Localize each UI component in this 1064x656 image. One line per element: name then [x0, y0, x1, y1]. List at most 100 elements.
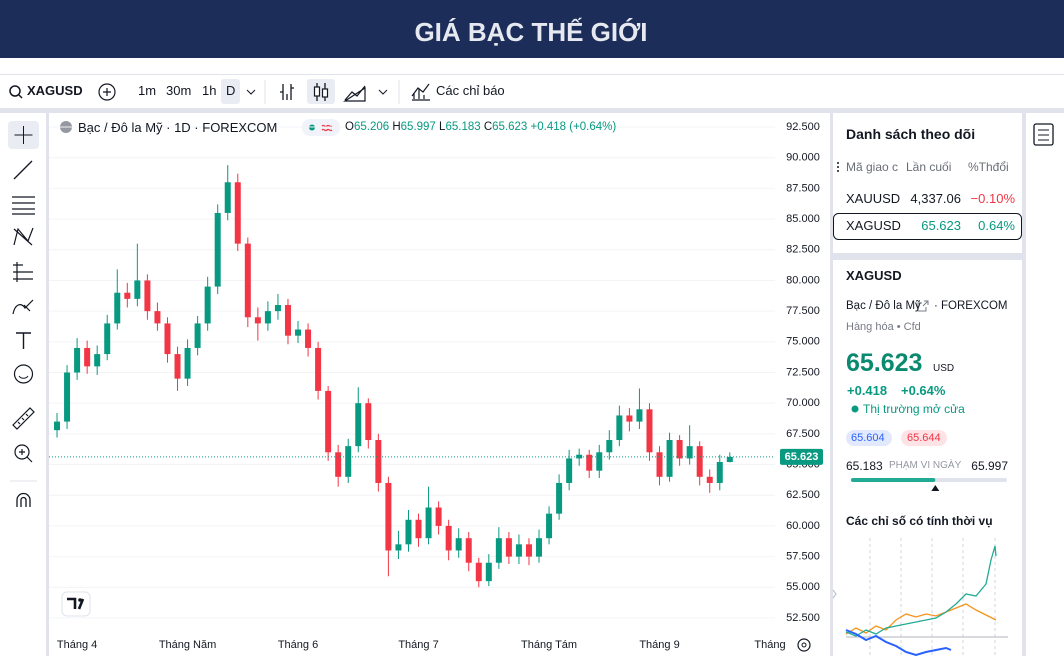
indicators-button[interactable]: Các chỉ báo: [436, 83, 505, 98]
candle-body: [385, 482, 392, 551]
market-status: Thị trường mở cửa: [863, 402, 965, 416]
candle-body: [636, 409, 643, 422]
logo: [78, 598, 82, 602]
candle-body: [54, 421, 61, 431]
status-dot: [851, 405, 859, 413]
price-tag-label: 65.623: [785, 451, 819, 463]
area-icon[interactable]: [342, 85, 366, 102]
candle-body: [576, 454, 583, 459]
column-header: Mã giao c: [846, 160, 898, 174]
candle-body: [335, 452, 342, 477]
candle-body: [184, 347, 191, 379]
separator: [833, 500, 1022, 505]
range-high: 65.997: [971, 459, 1008, 473]
trendline-tool[interactable]: [13, 160, 33, 180]
interval[interactable]: D: [226, 83, 236, 98]
candle-body: [74, 347, 81, 373]
detail-change: +0.418: [847, 383, 888, 398]
header-bar: [0, 0, 1064, 58]
candle-body: [425, 507, 432, 539]
ohlc-key: H: [392, 121, 401, 133]
menu-dots[interactable]: [837, 162, 839, 164]
row-symbol[interactable]: XAUUSD: [846, 191, 901, 206]
external-link-icon[interactable]: [917, 300, 929, 312]
legend-name: Bạc / Đô la Mỹ · 1D · FOREXCOM: [78, 120, 278, 135]
menu-dots: [837, 170, 839, 172]
y-tick-label: 52.500: [786, 612, 820, 624]
range-label: PHẠM VI NGÀY: [889, 460, 962, 471]
candle-body: [495, 538, 502, 563]
candle-body: [214, 212, 221, 287]
candle-body: [465, 538, 472, 563]
candle-body: [586, 454, 593, 471]
range-fill: [851, 478, 936, 482]
x-tick-label: Tháng 9: [639, 639, 679, 651]
forecast-tool[interactable]: [13, 262, 33, 282]
pattern-tool[interactable]: [13, 227, 34, 246]
separator: [833, 253, 1022, 260]
seasonal-line: [845, 629, 952, 656]
row-last: 4,337.06: [910, 191, 961, 206]
indicators-icon[interactable]: [411, 83, 430, 101]
candle-icon: [321, 88, 329, 98]
zoom-tool[interactable]: [14, 444, 30, 460]
seasonal-title: Các chỉ số có tính thời vụ: [846, 514, 993, 528]
status-icon: [321, 124, 333, 132]
add-symbol-icon[interactable]: [98, 83, 116, 101]
watchlist-title: Danh sách theo dõi: [846, 126, 976, 142]
row-symbol[interactable]: XAGUSD: [846, 218, 901, 233]
watchlist-icon[interactable]: [1033, 123, 1054, 146]
candle-body: [626, 415, 633, 422]
interval[interactable]: 1h: [202, 83, 217, 98]
search-icon[interactable]: [9, 85, 21, 97]
chevron[interactable]: [378, 89, 388, 95]
logo: [67, 597, 85, 610]
fib-tool[interactable]: [12, 196, 35, 215]
y-tick-label: 80.000: [786, 274, 820, 286]
bar-type-icon[interactable]: [280, 84, 294, 100]
magnet-tool[interactable]: [16, 492, 31, 507]
candle-body: [325, 390, 332, 453]
y-tick-label: 60.000: [786, 520, 820, 532]
candle-body: [174, 354, 181, 379]
candle-body: [94, 354, 101, 367]
collapse-arrow[interactable]: [832, 589, 837, 599]
y-tick-label: 55.000: [786, 581, 820, 593]
candle-body: [305, 329, 312, 348]
ruler-tool[interactable]: [12, 407, 35, 430]
candle-body: [656, 452, 663, 477]
candle-body: [355, 403, 362, 447]
ask: 65.644: [907, 432, 941, 444]
symbol[interactable]: XAGUSD: [27, 83, 83, 98]
y-tick-label: 72.500: [786, 366, 820, 378]
interval[interactable]: 30m: [166, 83, 192, 98]
seasonal-line: [845, 603, 997, 635]
emoji-tool[interactable]: [13, 364, 34, 384]
candle-body: [224, 182, 231, 213]
interval[interactable]: 1m: [138, 83, 157, 98]
settings-icon[interactable]: [797, 638, 811, 652]
separator: [830, 113, 833, 656]
x-tick-label: Tháng 6: [278, 639, 318, 651]
candle-body: [375, 440, 382, 483]
y-tick-label: 90.000: [786, 152, 820, 164]
y-tick-label: 77.500: [786, 305, 820, 317]
candle-body: [264, 311, 271, 324]
chevron[interactable]: [246, 89, 256, 95]
candle-body: [144, 280, 151, 312]
separator: [1022, 113, 1026, 656]
legend-ohlc: O65.206 H65.997 L65.183 C65.623 +0.418 (…: [345, 121, 616, 133]
candle-body: [536, 538, 543, 557]
brush-tool[interactable]: [12, 299, 34, 315]
ohlc-key: C: [483, 121, 493, 133]
candle-body: [104, 323, 111, 355]
candle-body: [254, 317, 261, 324]
crosshair-tool[interactable]: [14, 126, 33, 144]
chart-type-active: [307, 79, 335, 104]
candle-body: [284, 304, 291, 336]
text-tool[interactable]: [16, 332, 31, 349]
candle-body: [686, 446, 693, 459]
x-tick-label: Tháng Tám: [521, 639, 577, 651]
detail-description: Bạc / Đô la Mỹ: [846, 300, 921, 312]
